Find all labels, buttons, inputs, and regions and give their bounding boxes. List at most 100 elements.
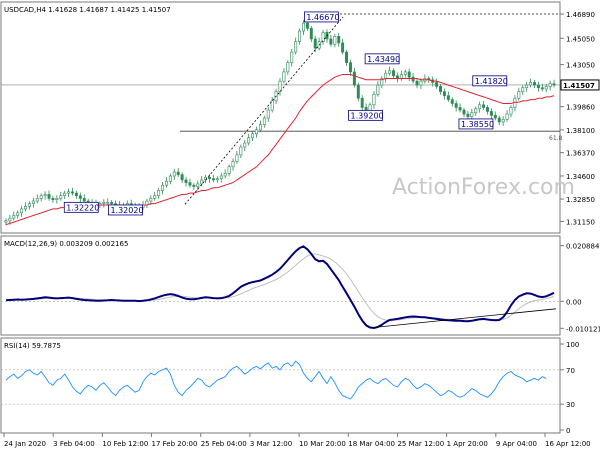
candle-body <box>474 108 478 114</box>
price-annotation-label: 1.46670 <box>306 13 339 22</box>
candle-body <box>262 117 266 125</box>
candle-body <box>388 70 392 74</box>
candle-body <box>544 86 548 90</box>
candle-body <box>82 198 86 202</box>
price-ytick-label: 1.39860 <box>566 104 595 112</box>
macd-ytick-label: 0.020884 <box>566 243 600 251</box>
candle-body <box>309 28 313 40</box>
candle-body <box>333 36 337 45</box>
xtick-label: 24 Jan 2020 <box>4 440 46 448</box>
candle-body <box>482 104 486 108</box>
candle-body <box>313 38 317 49</box>
candle-body <box>235 154 239 162</box>
xtick-label: 17 Feb 20:00 <box>152 440 198 448</box>
candle-body <box>399 74 403 79</box>
candle-body <box>71 191 74 194</box>
candle-body <box>12 215 16 219</box>
candle-body <box>525 84 529 88</box>
candle-body <box>4 220 8 223</box>
current-price-tag <box>560 79 600 91</box>
price-annotation-label: 1.38550 <box>461 120 494 129</box>
price-annotation-box <box>458 118 494 130</box>
candle-body <box>180 174 184 181</box>
candle-body <box>63 192 67 197</box>
candle-body <box>247 137 251 144</box>
candle-body <box>211 178 215 181</box>
candle-body <box>78 195 82 199</box>
candle-body <box>302 22 305 32</box>
macd-pane-title: MACD(12,26,9) 0.003209 0.002165 <box>4 240 128 248</box>
price-annotation: 1.32020 <box>108 204 144 216</box>
candle-body <box>446 95 450 100</box>
candle-body <box>540 87 544 90</box>
price-annotation-box <box>348 109 383 121</box>
candle-body <box>184 179 188 183</box>
candle-body <box>466 113 470 117</box>
candle-body <box>255 129 258 135</box>
candle-body <box>200 179 204 185</box>
candle-body <box>352 71 356 86</box>
candle-body <box>532 82 536 86</box>
candle-body <box>403 71 407 75</box>
candle-body <box>67 191 71 194</box>
candle-body <box>505 113 509 120</box>
candle-body <box>548 83 552 87</box>
candle-body <box>223 173 227 177</box>
candle-body <box>521 87 525 92</box>
candle-body <box>215 178 219 181</box>
candle-body <box>321 32 325 42</box>
candle-body <box>294 41 298 53</box>
candle-body <box>450 99 454 104</box>
rsi-ytick-label: 70 <box>566 367 575 375</box>
candle-body <box>227 166 231 174</box>
macd-ytick-label: 0.00 <box>566 298 582 306</box>
price-ytick-label: 1.31150 <box>566 218 595 226</box>
xtick-label: 1 Apr 20:00 <box>447 440 488 448</box>
candle-body <box>462 109 466 115</box>
xtick-label: 10 Feb 12:00 <box>102 440 148 448</box>
macd-signal-line <box>5 253 555 321</box>
price-ytick-label: 1.32850 <box>566 196 595 204</box>
candle-body <box>266 109 270 119</box>
candle-body <box>59 195 63 199</box>
candle-body <box>486 107 489 112</box>
candle-body <box>55 198 59 200</box>
xtick-label: 25 Feb 04:00 <box>201 440 247 448</box>
candle-body <box>529 82 533 86</box>
price-annotation: 1.43490 <box>364 53 400 65</box>
rsi-ytick-label: 100 <box>566 341 579 349</box>
price-ytick-label: 1.43050 <box>566 62 595 70</box>
macd-ytick-label: -0.010121 <box>566 325 600 333</box>
candle-body <box>153 195 157 199</box>
candle-body <box>47 194 51 199</box>
candle-body <box>149 198 153 202</box>
price-ytick-label: 1.38100 <box>566 127 595 135</box>
candle-body <box>39 195 43 199</box>
candle-body <box>384 72 388 79</box>
candle-body <box>392 70 396 77</box>
candle-body <box>372 93 376 106</box>
candle-body <box>411 76 415 82</box>
candle-body <box>43 194 47 197</box>
xtick-label: 25 Mar 12:00 <box>397 440 444 448</box>
candle-body <box>258 124 262 131</box>
candle-body <box>278 80 282 92</box>
price-ytick-label: 1.45050 <box>566 35 595 43</box>
macd-support-trendline <box>371 308 557 329</box>
candle-body <box>231 161 235 168</box>
candle-body <box>106 202 110 204</box>
candle-body <box>31 200 35 204</box>
candle-body <box>501 119 505 123</box>
candle-body <box>493 115 497 119</box>
rsi-line <box>5 360 547 400</box>
xtick-label: 18 Mar 04:00 <box>348 440 395 448</box>
candle-body <box>282 71 286 82</box>
price-pane-title: USDCAD,H4 1.41628 1.41687 1.41425 1.4150… <box>4 6 171 14</box>
xtick-label: 3 Mar 12:00 <box>250 440 292 448</box>
candle-body <box>24 205 28 210</box>
candle-body <box>298 30 302 42</box>
candle-body <box>164 180 168 186</box>
candle-body <box>439 86 442 92</box>
price-annotation-box <box>472 75 508 87</box>
